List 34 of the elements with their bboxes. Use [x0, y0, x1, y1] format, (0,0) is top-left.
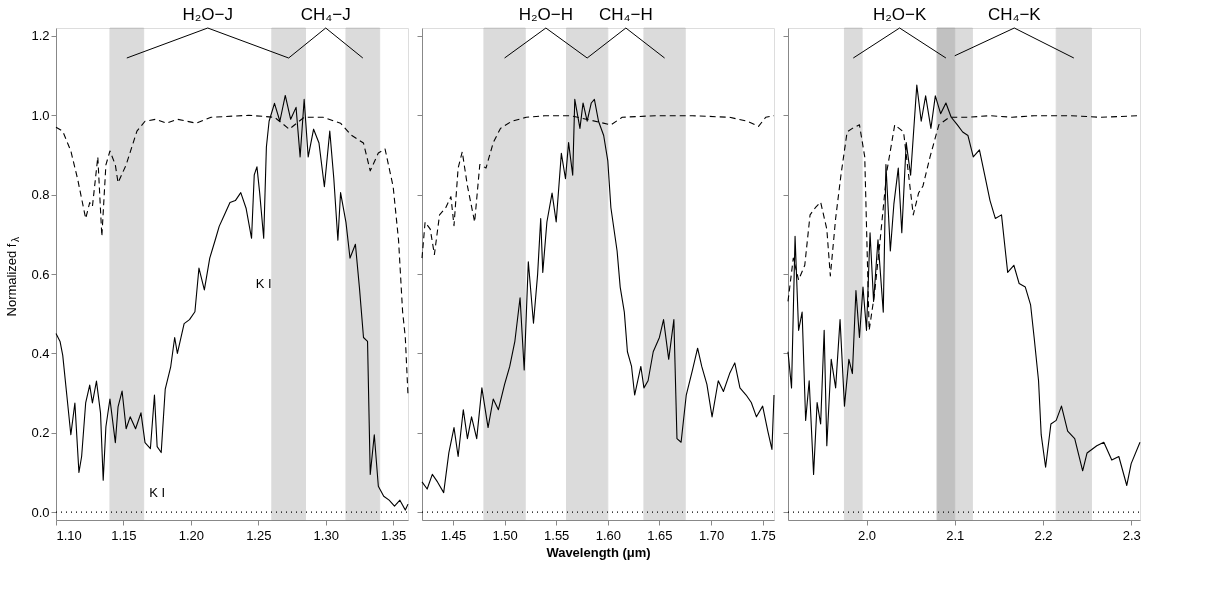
text: H₂O−H	[518, 5, 574, 24]
text: H₂O−J	[182, 5, 233, 24]
x-tick-label: 2.0	[857, 527, 877, 543]
y-tick-label: 0.0	[31, 504, 50, 520]
x-tick-label: 1.65	[647, 527, 673, 543]
x-tick-label: 1.50	[492, 527, 518, 543]
x-tick-label: 1.20	[178, 527, 205, 543]
x-tick-label: 2.3	[1122, 527, 1141, 543]
text: CH₄−J	[300, 5, 351, 24]
y-tick-label: 0.6	[31, 266, 50, 282]
x-tick-label: 1.75	[750, 527, 776, 543]
y-tick-label: 1.2	[31, 28, 50, 44]
annotation: CH₄−K	[987, 5, 1042, 24]
x-tick-label: 1.15	[111, 527, 137, 543]
y-tick-label: 0.4	[31, 345, 50, 361]
annotation: K I	[255, 276, 272, 292]
y-axis-title: Normalized fλ	[4, 236, 21, 317]
x-tick-label: 1.25	[246, 527, 272, 543]
x-axis-title: Wavelength (μm)	[546, 544, 651, 560]
text: CH₄−H	[599, 5, 653, 24]
y-tick-label: 0.2	[31, 425, 50, 441]
x-tick-label: 1.45	[440, 527, 467, 543]
x-tick-label: 1.30	[313, 527, 339, 543]
x-tick-label: 1.10	[56, 527, 82, 543]
text: H₂O−K	[872, 5, 927, 24]
x-tick-label: 1.60	[595, 527, 621, 543]
x-tick-label: 1.55	[544, 527, 570, 543]
annotation: K I	[149, 484, 166, 500]
y-tick-label: 1.0	[31, 107, 50, 123]
x-tick-label: 2.1	[946, 527, 965, 543]
x-tick-label: 1.35	[381, 527, 407, 543]
x-tick-label: 2.2	[1034, 527, 1053, 543]
x-tick-label: 1.70	[698, 527, 725, 543]
y-tick-label: 0.8	[31, 187, 50, 203]
